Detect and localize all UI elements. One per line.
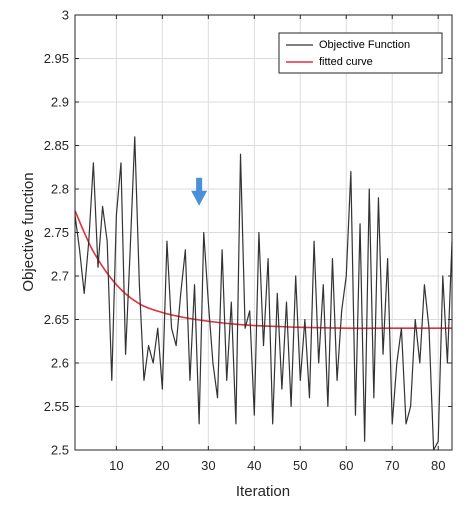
x-tick-label: 70 [385, 458, 399, 473]
y-tick-label: 2.7 [51, 269, 69, 284]
series-line [74, 136, 453, 451]
legend: Objective Function fitted curve [278, 32, 443, 74]
x-tick-label: 60 [339, 458, 353, 473]
y-tick-label: 2.6 [51, 356, 69, 371]
legend-label-fitted-curve: fitted curve [319, 56, 373, 68]
x-axis-label: Iteration [236, 483, 290, 500]
y-tick-label: 2.75 [44, 225, 69, 240]
y-axis-ticks: 2.5 2.55 2.6 2.65 2.7 2.75 2.8 2.85 2.9 2.95 3 [44, 8, 452, 458]
x-tick-label: 50 [293, 458, 307, 473]
y-axis-label: Objective function [20, 172, 37, 291]
x-tick-label: 30 [201, 458, 215, 473]
legend-box [278, 32, 443, 74]
x-tick-label: 10 [109, 458, 123, 473]
y-tick-label: 2.95 [44, 51, 69, 66]
x-tick-label: 80 [431, 458, 445, 473]
objective-function-series [74, 136, 453, 451]
y-tick-label: 2.5 [51, 443, 69, 458]
arrow-shaft [196, 177, 203, 192]
y-tick-label: 2.65 [44, 312, 69, 327]
y-tick-label: 2.8 [51, 182, 69, 197]
y-tick-label: 2.85 [44, 138, 69, 153]
x-tick-label: 40 [247, 458, 261, 473]
x-axis-ticks: 10 20 30 40 50 60 70 80 [109, 15, 445, 473]
y-tick-label: 3 [62, 8, 69, 23]
x-tick-label: 20 [155, 458, 169, 473]
legend-label-objective-function: Objective Function [319, 39, 410, 51]
y-tick-label: 2.55 [44, 399, 69, 414]
arrow-annotation [191, 177, 208, 206]
y-tick-label: 2.9 [51, 95, 69, 110]
arrow-down-icon [191, 190, 208, 206]
